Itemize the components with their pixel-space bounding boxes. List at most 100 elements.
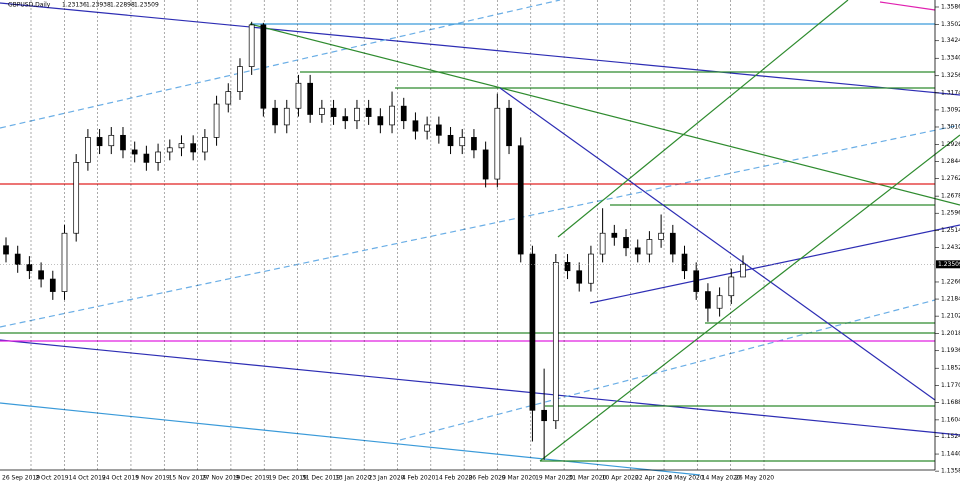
x-tick-label: 26 Feb 2020 (468, 475, 506, 482)
candle-body (658, 232, 664, 240)
candle-body (669, 232, 676, 255)
y-tick-label: 1.35020 (941, 21, 960, 28)
candle-body (260, 24, 267, 109)
symbol-label: GBPUSD,Daily (8, 2, 51, 9)
y-tick-label: 1.32560 (941, 72, 960, 79)
trendline (0, 402, 701, 476)
candle-body (342, 116, 349, 122)
x-tick-label: 13 Jan 2020 (335, 475, 371, 482)
trendline (0, 339, 960, 436)
y-tick-label: 1.15240 (941, 433, 960, 440)
y-tick-label: 1.13580 (941, 468, 960, 475)
candle-body (283, 107, 290, 126)
x-tick-label: 4 Feb 2020 (402, 475, 436, 482)
candle-body (38, 270, 44, 280)
candle-body (3, 245, 9, 255)
x-tick-label: 14 Feb 2020 (435, 475, 473, 482)
candle-body (61, 232, 68, 292)
candle-body (272, 107, 278, 126)
trendline (0, 124, 960, 328)
y-tick-label: 1.18520 (941, 365, 960, 372)
x-tick-label: 10 Apr 2020 (602, 475, 639, 482)
y-tick-label: 1.17700 (941, 382, 960, 389)
candle-body (85, 137, 91, 163)
trendline (879, 1, 936, 11)
ohlc-value: 1.23938 (86, 2, 111, 9)
trendline (0, 2, 960, 96)
candle-body (459, 137, 466, 147)
x-tick-label: 22 Apr 2020 (635, 475, 672, 482)
y-tick-label: 1.34240 (941, 37, 960, 44)
x-tick-label: 5 Nov 2019 (135, 475, 170, 482)
x-tick-label: 27 Nov 2019 (202, 475, 241, 482)
candle-body (482, 149, 489, 180)
candle-body (611, 232, 618, 238)
ohlc-value: 1.23509 (134, 2, 159, 9)
x-tick-label: 2 Oct 2019 (35, 475, 68, 482)
y-tick-label: 1.20180 (941, 330, 960, 337)
y-tick-label: 1.16880 (941, 399, 960, 406)
candle-body (447, 134, 454, 147)
y-tick-label: 1.29260 (941, 141, 960, 148)
candle-body (307, 82, 314, 115)
candle-body (529, 253, 536, 411)
candle-body (646, 239, 653, 255)
candle-body (108, 134, 115, 147)
candle-body (517, 145, 524, 255)
x-tick-label: 14 May 2020 (702, 475, 741, 482)
candle-body (552, 262, 559, 422)
candle-body (155, 151, 161, 163)
candle-body (494, 107, 501, 180)
x-tick-label: 15 Nov 2019 (169, 475, 208, 482)
trendline (249, 23, 960, 206)
y-tick-label: 1.24320 (941, 244, 960, 251)
candle-body (705, 291, 711, 309)
candle-body (26, 264, 33, 272)
header: GBPUSD,Daily (8, 2, 51, 9)
candle-body (424, 124, 430, 132)
candle-body (166, 147, 173, 153)
y-tick-label: 1.30920 (941, 106, 960, 113)
y-tick-label: 1.26780 (941, 193, 960, 200)
y-tick-label: 1.25960 (941, 210, 960, 217)
candle-body (377, 116, 384, 126)
candle-body (143, 153, 150, 163)
candle-body (471, 137, 477, 151)
candle-body (716, 295, 723, 309)
y-tick-label: 1.28440 (941, 158, 960, 165)
y-tick-label: 1.31740 (941, 89, 960, 96)
candle-body (190, 143, 197, 153)
x-tick-label: 14 Oct 2019 (69, 475, 106, 482)
y-tick-label: 1.14400 (941, 451, 960, 458)
candle-body (634, 247, 641, 255)
x-tick-label: 31 Dec 2019 (302, 475, 341, 482)
candle-body (588, 253, 594, 284)
x-tick-label: 19 Dec 2019 (269, 475, 308, 482)
x-tick-label: 31 Mar 2020 (568, 475, 606, 482)
x-tick-label: 26 May 2020 (735, 475, 774, 482)
x-tick-label: 24 Oct 2019 (102, 475, 139, 482)
candle-body (330, 107, 337, 117)
candle-body (225, 91, 232, 105)
candle-body (237, 66, 243, 92)
candle-body (599, 232, 606, 255)
candle-body (728, 276, 735, 297)
plot-area (3, 0, 765, 470)
x-tick-label: 9 Dec 2019 (235, 475, 270, 482)
candle-body (400, 105, 407, 122)
y-tick-label: 1.35860 (941, 3, 960, 10)
candle-body (623, 237, 629, 249)
trendline (0, 0, 561, 129)
candle-body (740, 263, 746, 278)
y-tick-label: 1.33400 (941, 55, 960, 62)
y-tick-label: 1.22660 (941, 278, 960, 285)
ohlc-value: 1.22898 (110, 2, 135, 9)
candle-body (73, 162, 80, 234)
candle-body (14, 253, 21, 265)
candle-body (506, 107, 512, 147)
y-tick-label: 1.27620 (941, 175, 960, 182)
candle-body (120, 134, 126, 151)
candle-body (49, 278, 56, 292)
